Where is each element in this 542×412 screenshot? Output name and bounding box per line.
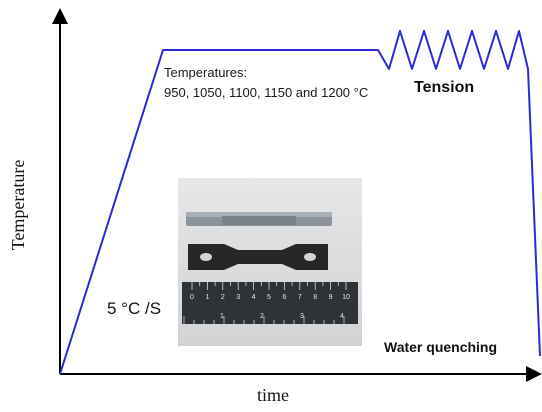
- temperatures-title: Temperatures:: [164, 65, 248, 80]
- ruler-label: 6: [282, 294, 286, 301]
- ruler-label: 8: [313, 294, 317, 301]
- ruler-label: 5: [267, 294, 271, 301]
- ruler-inch-label: 4: [340, 313, 344, 320]
- y-axis-label: Temperature: [8, 159, 28, 251]
- water-quenching-label: Water quenching: [384, 339, 498, 355]
- ruler-inch-label: 3: [300, 313, 304, 320]
- tension-label: Tension: [414, 79, 475, 96]
- specimen-dogbone-black: [188, 244, 328, 270]
- ruler-inch-label: 2: [260, 313, 264, 320]
- heating-rate-label: 5 °C /S: [107, 299, 162, 318]
- ruler-inch-label: 1: [220, 313, 224, 320]
- ruler-label: 1: [205, 294, 209, 301]
- temperature-profile-line: [59, 30, 541, 375]
- x-axis-label: time: [257, 385, 289, 405]
- ruler-label: 2: [221, 294, 225, 301]
- specimen-photo: 0 1 2 3 4 5 6 7 8 9 10 1 2 3 4: [178, 178, 362, 346]
- ruler-label: 9: [329, 294, 333, 301]
- ruler-label: 7: [298, 294, 302, 301]
- ruler-label: 10: [342, 294, 350, 301]
- ruler: 0 1 2 3 4 5 6 7 8 9 10 1 2 3 4: [182, 282, 358, 324]
- ruler-label: 3: [236, 294, 240, 301]
- ruler-label: 0: [190, 294, 194, 301]
- temperatures-list: 950, 1050, 1100, 1150 and 1200 °C: [164, 85, 369, 100]
- ruler-label: 4: [252, 294, 256, 301]
